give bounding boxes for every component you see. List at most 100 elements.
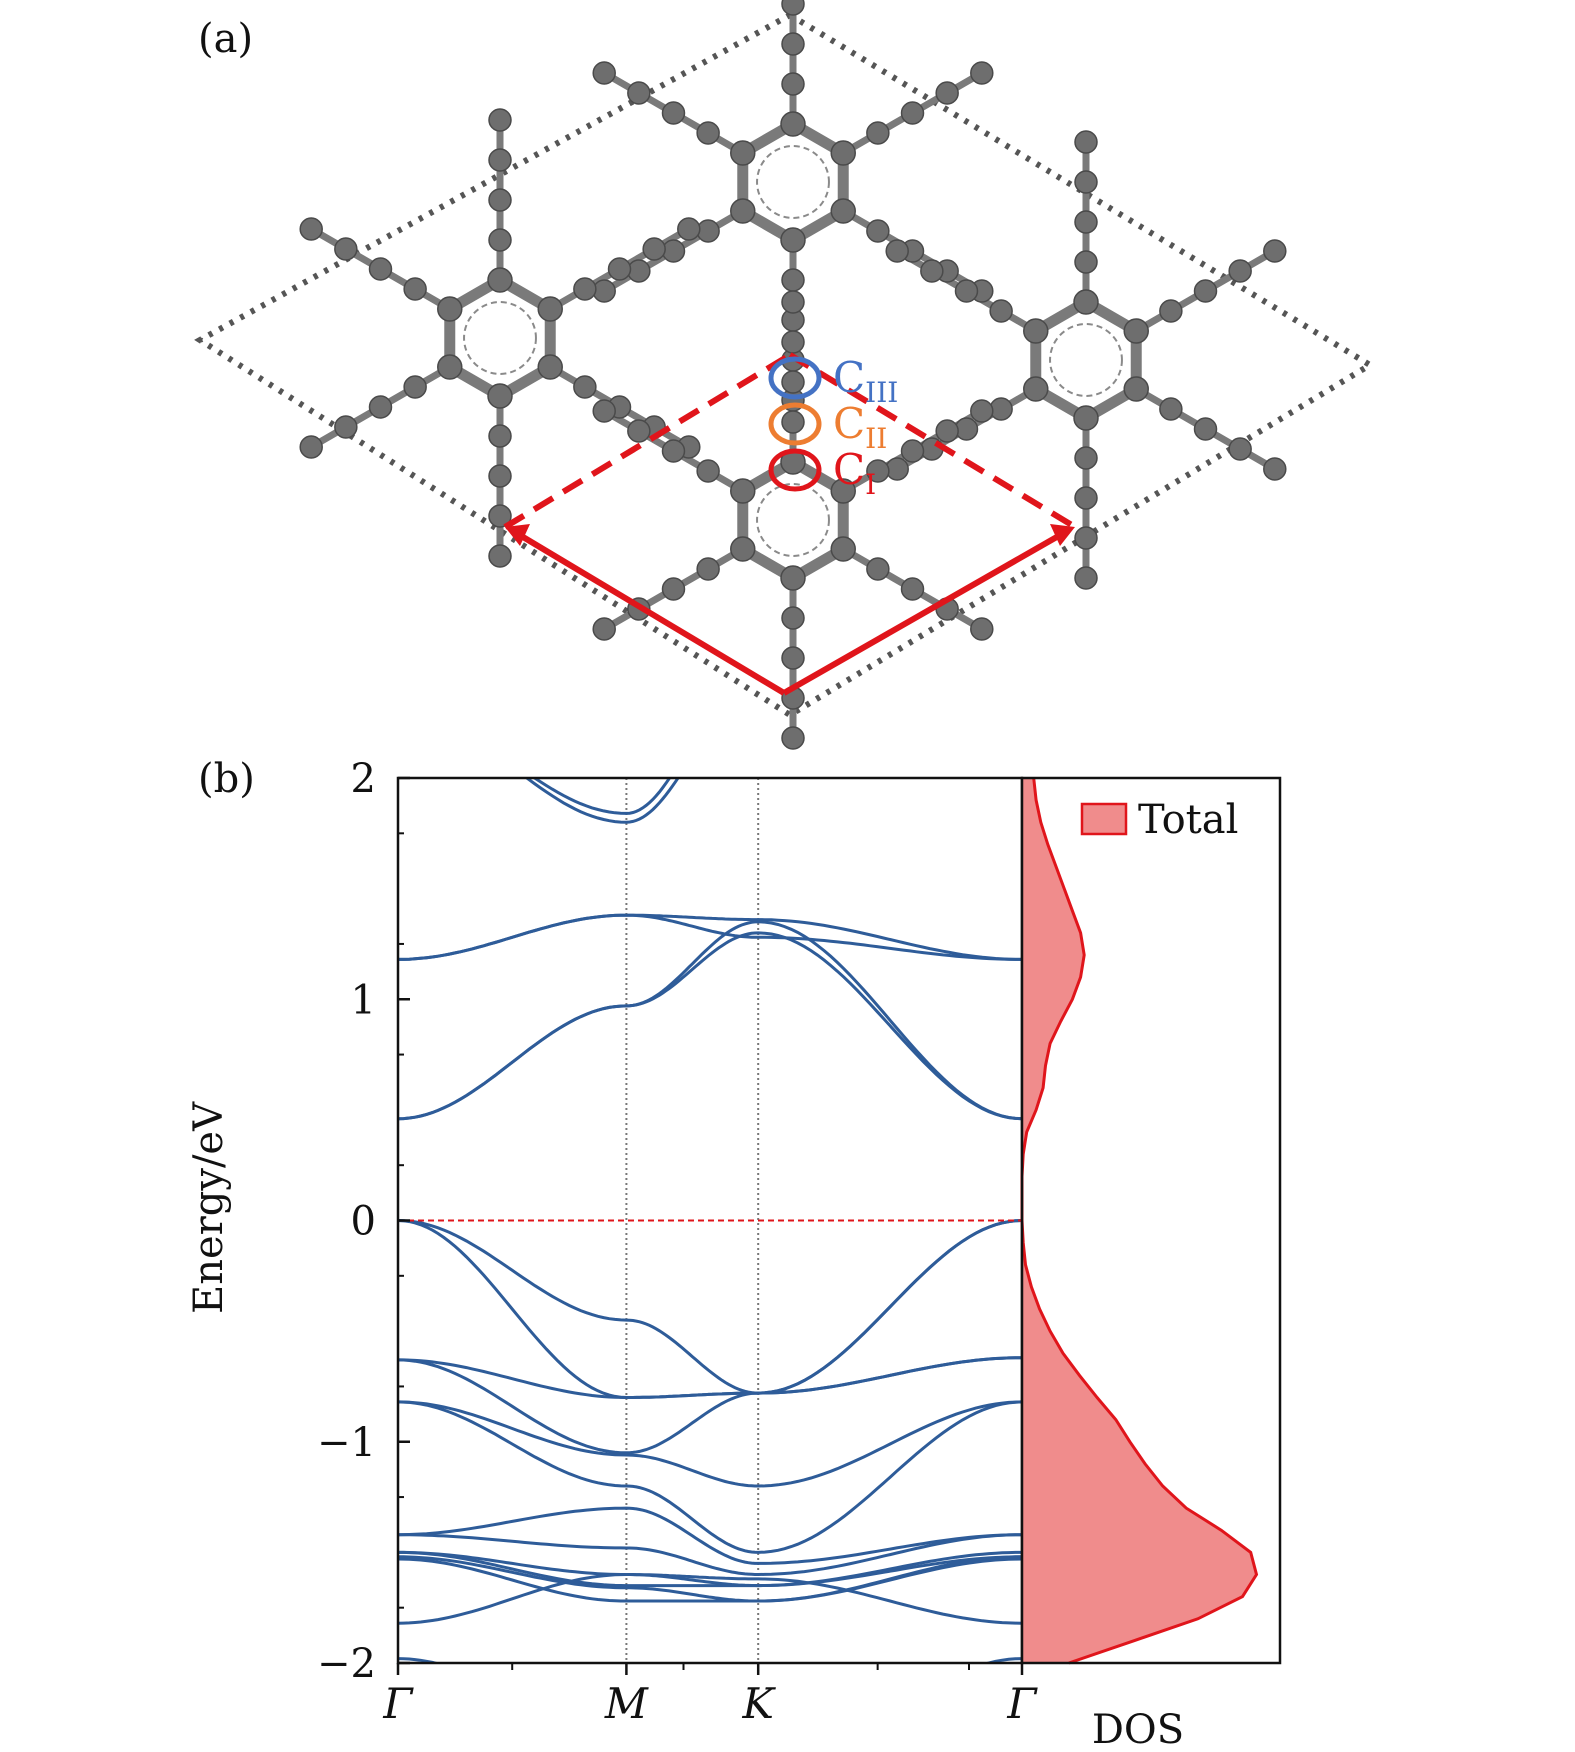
carbon-atom [1074,446,1098,470]
carbon-atom [488,544,512,568]
unit-cell-dashed-edge [503,352,792,530]
carbon-atom [1074,170,1098,194]
carbon-atom [781,606,805,630]
legend-label-total: Total [1138,797,1238,843]
carbon-atom [900,439,925,463]
carbon-atom [781,330,805,354]
band-5 [398,1400,1022,1488]
y-tick-label: 2 [351,756,376,802]
legend-swatch-total [1080,802,1128,836]
carbon-atom [437,354,463,380]
carbon-atom [368,257,393,281]
y-tick-label: −2 [317,1641,376,1687]
carbon-atom [368,395,393,419]
carbon-atom [573,277,597,301]
carbon-atom [935,81,959,105]
carbon-atom [989,397,1013,421]
carbon-atom [696,459,720,483]
carbon-atom [627,419,651,443]
carbon-atom [1074,566,1098,590]
band-6 [398,1400,1022,1554]
carbon-atom [661,239,686,263]
carbon-atom [885,457,909,481]
carbon-atom [661,577,686,601]
atoms [299,0,1287,750]
aromatic-ring [1049,323,1123,397]
dos-axis-label: DOS [1092,1707,1184,1752]
band-7 [398,1506,1022,1565]
band-10 [398,1550,1022,1588]
aromatic-ring [756,483,830,557]
carbon-atom [299,217,323,241]
band-13 [398,1573,1022,1625]
band-16 [398,920,1022,1121]
carbon-atom [1074,250,1098,274]
carbon-atom [781,290,805,314]
carbon-atom [781,32,805,56]
carbon-atom [1074,526,1098,550]
carbon-atom [696,557,720,581]
carbon-atom [970,617,994,641]
carbon-atom [573,375,597,399]
carbon-atom [830,198,856,224]
carbon-atom [780,227,806,253]
carbon-atom [1263,239,1287,263]
carbon-atom [1073,289,1099,315]
arrow-head [1050,524,1075,546]
band-14 [398,1657,1022,1663]
carbon-atom [642,237,666,261]
carbon-atom [781,370,805,394]
carbon-atom [781,726,805,750]
carbon-atom [920,437,944,461]
carbon-atom [1159,299,1183,323]
carbon-atom [866,219,890,243]
dos-plot-frame [1020,776,1282,1665]
carbon-atom [487,383,513,409]
x-tick-label: K [741,1679,776,1728]
carbon-atom [780,565,806,591]
carbon-atom [730,536,756,562]
carbon-atom [334,415,358,439]
carbon-atom [954,279,979,303]
carbon-atom [1073,405,1099,431]
carbon-atom [781,646,805,670]
carbon-atom [780,111,806,137]
carbon-atom [866,557,890,581]
carbon-atom [334,237,358,261]
band-8 [398,1533,1022,1576]
band-12 [398,1557,1022,1603]
carbon-atom [537,354,563,380]
band-20 [531,778,672,815]
site-label-cii: CII [833,399,887,455]
carbon-atom [592,61,616,85]
carbon-atom [730,198,756,224]
dos-total-area [1022,778,1257,1663]
carbon-atom [830,140,856,166]
carbon-atom [866,121,890,145]
carbon-atom [989,299,1013,323]
carbon-atom [592,617,616,641]
site-label-ci: CI [833,445,876,501]
carbon-atom [488,148,512,172]
site-marker-cii [768,402,822,446]
carbon-atom [1193,417,1218,441]
carbon-atom [696,121,720,145]
carbon-atom [661,101,686,125]
carbon-atom [781,0,805,16]
carbon-atom [1123,376,1149,402]
carbon-atom [970,399,994,423]
arrow-head [505,524,530,546]
carbon-atom [866,459,890,483]
carbon-atom [488,228,512,252]
x-tick-label: Γ [1006,1679,1038,1728]
carbon-atom [696,219,720,243]
site-marker-ci [768,448,822,492]
dos-plot: Total [1020,776,1282,1665]
carbon-atom [730,140,756,166]
carbon-atom [488,108,512,132]
carbon-atom [1159,397,1183,421]
carbon-atom [661,439,686,463]
carbon-atom [1074,130,1098,154]
band-structure-plot: −2 −1 0 1 2 Γ M K Γ [317,756,1038,1728]
